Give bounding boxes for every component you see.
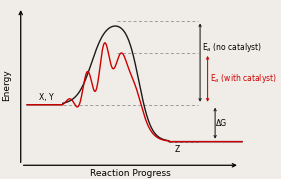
Text: E$_a$ (no catalyst): E$_a$ (no catalyst): [202, 41, 262, 54]
Text: X, Y: X, Y: [39, 93, 54, 103]
Text: E$_a$ (with catalyst): E$_a$ (with catalyst): [210, 72, 277, 85]
Text: Energy: Energy: [2, 70, 11, 101]
Text: ΔG: ΔG: [216, 119, 227, 128]
Text: Z: Z: [174, 145, 180, 154]
Text: Reaction Progress: Reaction Progress: [90, 169, 171, 178]
